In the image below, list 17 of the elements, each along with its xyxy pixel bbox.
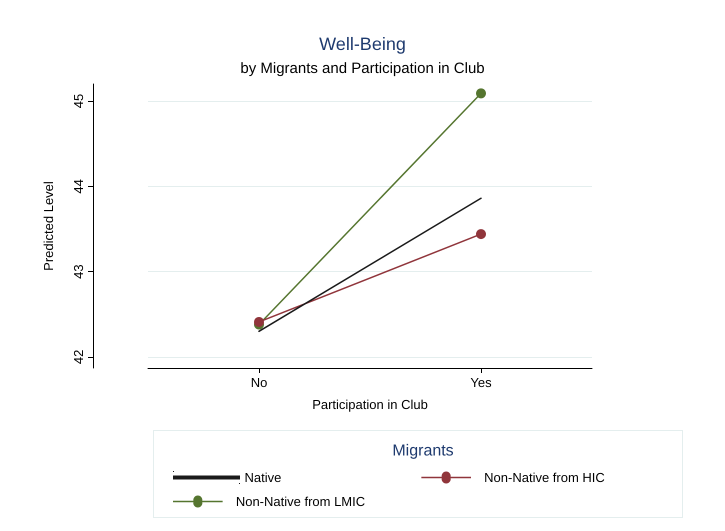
y-tick-label: 42 xyxy=(71,350,86,364)
x-tick-label: Yes xyxy=(470,375,492,390)
x-tick-label: No xyxy=(250,375,268,390)
y-tick-label: 44 xyxy=(71,179,86,194)
x-axis-title: Participation in Club xyxy=(312,397,428,412)
y-axis-title: Predicted Level xyxy=(41,181,56,271)
y-tick-label: 45 xyxy=(71,94,86,108)
point xyxy=(476,229,486,240)
legend-label: Native xyxy=(244,470,282,485)
legend-label: Non-Native from HIC xyxy=(484,470,605,485)
chart-title: Well-Being xyxy=(319,34,406,54)
y-tick-label: 43 xyxy=(71,264,86,279)
legend-label: Non-Native from LMIC xyxy=(236,494,366,509)
point xyxy=(476,88,486,98)
point xyxy=(254,316,264,327)
chart-subtitle: by Migrants and Participation in Club xyxy=(240,60,485,77)
legend-title: Migrants xyxy=(392,442,454,460)
